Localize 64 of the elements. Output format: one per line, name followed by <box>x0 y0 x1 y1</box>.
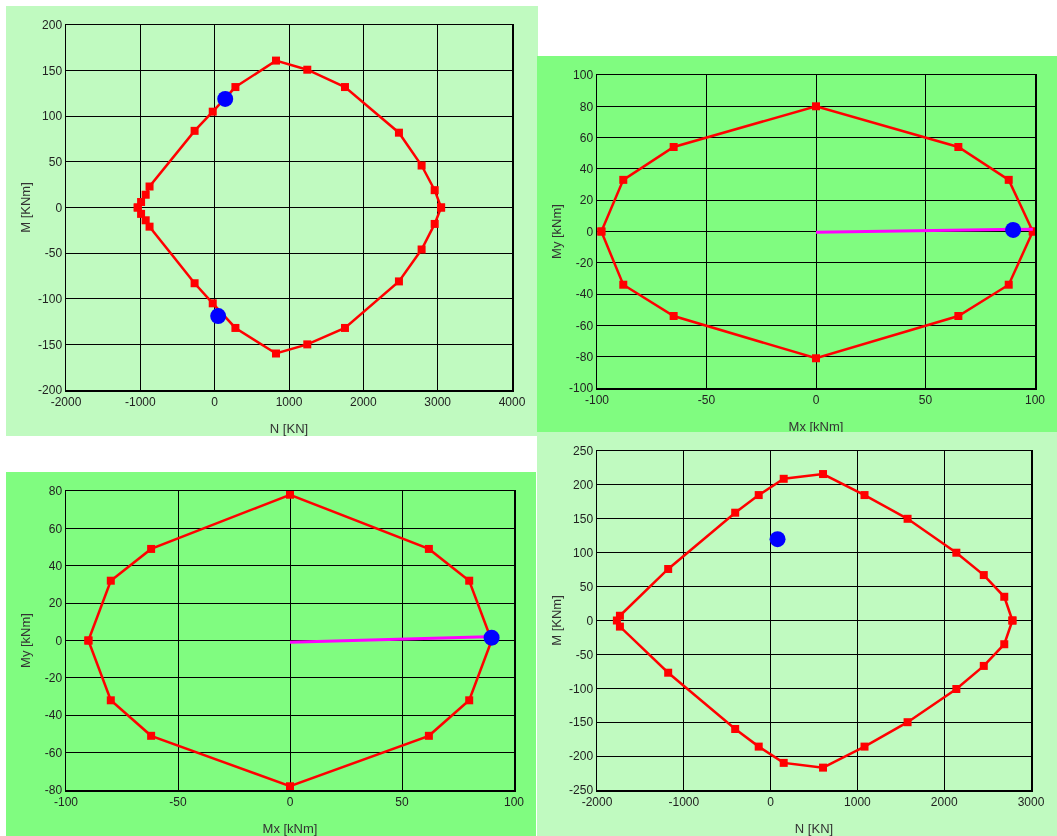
y-tick-label: 0 <box>586 224 594 239</box>
y-tick-label: 40 <box>48 558 63 573</box>
y-tick-label: -20 <box>575 256 594 270</box>
y-tick-label: 250 <box>573 444 594 459</box>
y-tick-label: 20 <box>579 193 594 208</box>
x-tick-label: 3000 <box>424 394 452 409</box>
x-tick-label: 100 <box>503 794 525 809</box>
x-tick-label: 1000 <box>275 394 303 409</box>
y-tick-label: -60 <box>44 745 63 760</box>
y-tick-label: 50 <box>579 579 594 594</box>
y-tick-label: 150 <box>42 63 63 78</box>
y-tick-label: -20 <box>44 671 63 686</box>
y-tick-label: -80 <box>44 783 63 798</box>
y-tick-label: -100 <box>569 381 594 396</box>
x-tick-label: -1000 <box>124 394 156 409</box>
y-tick-label: 40 <box>579 162 594 177</box>
y-tick-label: -100 <box>569 681 594 696</box>
y-axis-title: My [kNm] <box>17 613 33 668</box>
x-tick-label: -1000 <box>668 794 700 809</box>
y-tick-label: 80 <box>579 99 594 114</box>
y-tick-label: -40 <box>575 287 594 302</box>
y-tick-label: -80 <box>575 349 594 364</box>
x-tick-label: 2000 <box>930 794 958 809</box>
y-tick-label: -100 <box>38 291 63 306</box>
y-tick-label: 200 <box>573 478 594 493</box>
y-tick-label: 100 <box>42 109 63 124</box>
x-tick-label: -50 <box>169 794 187 809</box>
x-tick-label: 0 <box>812 392 820 407</box>
y-tick-label: 80 <box>48 484 63 499</box>
y-tick-label: 60 <box>48 521 63 536</box>
x-tick-label: -50 <box>697 392 716 407</box>
x-tick-label: 0 <box>767 794 775 809</box>
y-tick-label: 60 <box>579 130 594 145</box>
x-axis-title: N [KN] <box>269 421 309 436</box>
y-axis-title: M [KNm] <box>17 182 33 233</box>
y-axis-title: My [kNm] <box>548 204 564 259</box>
x-tick-label: 1000 <box>844 794 872 809</box>
y-tick-label: -150 <box>569 715 594 730</box>
y-tick-label: -60 <box>575 318 594 333</box>
y-tick-label: 150 <box>573 512 594 526</box>
x-tick-label: 100 <box>1024 392 1046 407</box>
y-tick-label: 0 <box>55 200 63 215</box>
x-axis-title: N [KN] <box>794 821 834 836</box>
y-tick-label: 100 <box>573 68 594 83</box>
y-tick-label: 200 <box>42 18 63 33</box>
x-tick-label: 50 <box>395 794 409 809</box>
x-tick-label: 50 <box>918 392 933 407</box>
x-tick-label: 0 <box>211 394 219 409</box>
y-tick-label: 20 <box>48 596 63 611</box>
x-axis-title: Mx [kNm] <box>262 821 318 836</box>
y-tick-label: -40 <box>44 708 63 723</box>
y-tick-label: -200 <box>569 749 594 764</box>
y-tick-label: 0 <box>586 613 594 628</box>
y-tick-label: 50 <box>48 155 63 170</box>
x-tick-label: 3000 <box>1017 794 1045 809</box>
y-tick-label: 0 <box>55 633 63 648</box>
y-axis-title: M [KNm] <box>548 595 564 646</box>
x-tick-label: 0 <box>286 794 294 809</box>
y-tick-label: -150 <box>38 337 63 352</box>
y-tick-label: 100 <box>573 545 594 560</box>
y-tick-label: -50 <box>575 647 594 662</box>
y-tick-label: -50 <box>44 246 63 261</box>
x-tick-label: 4000 <box>498 394 526 409</box>
x-tick-label: 2000 <box>349 394 377 409</box>
